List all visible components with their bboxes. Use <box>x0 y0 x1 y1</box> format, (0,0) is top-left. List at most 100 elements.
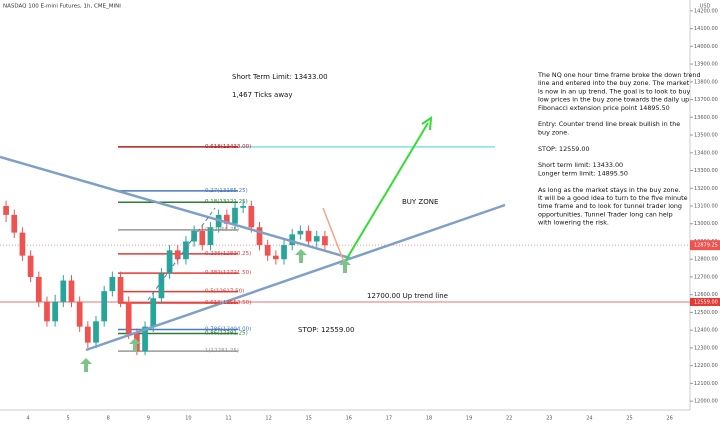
candle-body <box>207 227 214 246</box>
marks <box>0 10 693 402</box>
candle-body <box>297 230 304 235</box>
candle-body <box>44 301 50 322</box>
fib-label: 0.382(12721.50) <box>205 270 251 276</box>
up-arrow <box>80 358 92 372</box>
fib-label: 0.236(12830.25) <box>205 251 251 257</box>
y-tick-label: 13700.00 <box>694 97 718 103</box>
candle-body <box>273 255 279 260</box>
x-tick-label: 23 <box>546 416 552 422</box>
candle-body <box>313 236 320 242</box>
up-arrow <box>339 259 351 273</box>
stop-badge <box>690 297 720 306</box>
candle-body <box>158 273 165 299</box>
analysis-line: low prices in the buy zone towards the d… <box>538 96 689 104</box>
header: NASDAQ 100 E-mini Futures, 1h, CME_MINI <box>3 4 121 10</box>
x-tick-label: 11 <box>225 416 231 422</box>
y-tick-label: 13600.00 <box>694 115 718 121</box>
candle-body <box>3 206 9 215</box>
candle-body <box>19 232 26 256</box>
candle-body <box>84 326 91 343</box>
y-tick-label: 12000.00 <box>694 399 718 405</box>
candle-body <box>142 326 148 352</box>
analysis-line: is now in an up trend. The goal is to lo… <box>538 87 691 95</box>
y-tick-label: 13300.00 <box>694 168 718 174</box>
candle-body <box>27 255 34 277</box>
candle-body <box>60 280 67 302</box>
candle-body <box>264 245 271 256</box>
projection-line <box>322 207 345 263</box>
fib-label: 0.18(13121.25) <box>205 199 248 205</box>
y-tick-label: 13500.00 <box>694 133 718 139</box>
candle-body <box>166 250 173 274</box>
candle-body <box>117 276 124 302</box>
x-tick-label: 18 <box>426 416 432 422</box>
candle-body <box>199 230 206 246</box>
fib-label: 0.27(13185.25) <box>205 188 248 194</box>
candle-body <box>101 291 108 322</box>
y-tick-label: 12100.00 <box>694 381 718 387</box>
x-tick-label: 15 <box>306 416 312 422</box>
note: Short Term Limit: 13433.00 <box>232 73 328 81</box>
candle-body <box>125 301 132 334</box>
candle-body <box>281 245 287 260</box>
fib-label: 0.86(12381.25) <box>205 331 248 337</box>
dashed-line <box>147 207 216 301</box>
analysis-line: STOP: 12559.00 <box>538 145 590 153</box>
note: 12700.00 Up trend line <box>367 292 448 300</box>
candle-body <box>183 241 189 260</box>
analysis-line: buy zone. <box>538 128 569 136</box>
note: STOP: 12559.00 <box>298 326 354 334</box>
candle-body <box>232 207 238 224</box>
y-tick-label: 12600.00 <box>694 292 718 298</box>
candle-body <box>322 236 328 246</box>
x-tick-label: 22 <box>506 416 512 422</box>
down-trend-line <box>0 155 351 260</box>
analysis-line: with lowering the risk. <box>538 219 609 227</box>
y-tick-label: 13000.00 <box>694 221 718 227</box>
x-tick-label: 16 <box>346 416 352 422</box>
x-tick-label: 8 <box>107 416 110 422</box>
candle-body <box>11 214 18 233</box>
y-tick-label: 12400.00 <box>694 328 718 334</box>
candle-body <box>68 280 75 302</box>
analysis-line: opportunities. Tunnel Trader long can he… <box>538 210 673 218</box>
x-tick-label: 10 <box>185 416 191 422</box>
y-tick-label: 13400.00 <box>694 150 718 156</box>
candle-body <box>35 276 42 302</box>
analysis-line: It will be a good idea to turn to the fi… <box>538 194 688 202</box>
candle-body <box>223 214 230 224</box>
price-badge <box>690 240 720 251</box>
up-arrow <box>129 338 141 352</box>
note: BUY ZONE <box>402 198 438 206</box>
x-tick-label: 12 <box>265 416 271 422</box>
y-tick-label: 12200.00 <box>694 363 718 369</box>
x-tick-label: 4 <box>26 416 29 422</box>
candle-body <box>305 230 312 242</box>
analysis-line: Short term limit: 13433.00 <box>538 161 623 169</box>
x-tick-label: 5 <box>67 416 70 422</box>
x-tick-label: 9 <box>147 416 150 422</box>
analysis-line: line and entered into the buy zone. The … <box>538 79 690 87</box>
y-tick-label: 14200.00 <box>694 8 718 14</box>
x-tick-label: 19 <box>466 416 472 422</box>
y-tick-label: 12500.00 <box>694 310 718 316</box>
up-arrows <box>80 249 351 372</box>
fib-label: 0.618(12553.50) <box>205 300 251 306</box>
x-tick-label: 26 <box>666 416 672 422</box>
y-tick-label: 12700.00 <box>694 274 718 280</box>
y-tick-label: 13800.00 <box>694 79 718 85</box>
fib-label: 0.618(13433.00) <box>205 144 251 150</box>
candle-body <box>93 321 99 343</box>
analysis-line: time frame and to look for tunnel trader… <box>538 202 682 210</box>
y-tick-label: 12300.00 <box>694 345 718 351</box>
analysis-line: The NQ one hour time frame broke the dow… <box>537 71 701 79</box>
candle-body <box>174 250 181 260</box>
analysis-line: Longer term limit: 14895.50 <box>538 169 628 177</box>
y-tick-label: 14100.00 <box>694 26 718 32</box>
price-badge-label: 12879.25 <box>694 243 718 249</box>
y-tick-label: 13200.00 <box>694 186 718 192</box>
stop-badge-label: 12559.00 <box>694 299 718 305</box>
x-tick-label: 17 <box>386 416 392 422</box>
analysis-line: As long as the market stays in the buy z… <box>538 186 681 194</box>
